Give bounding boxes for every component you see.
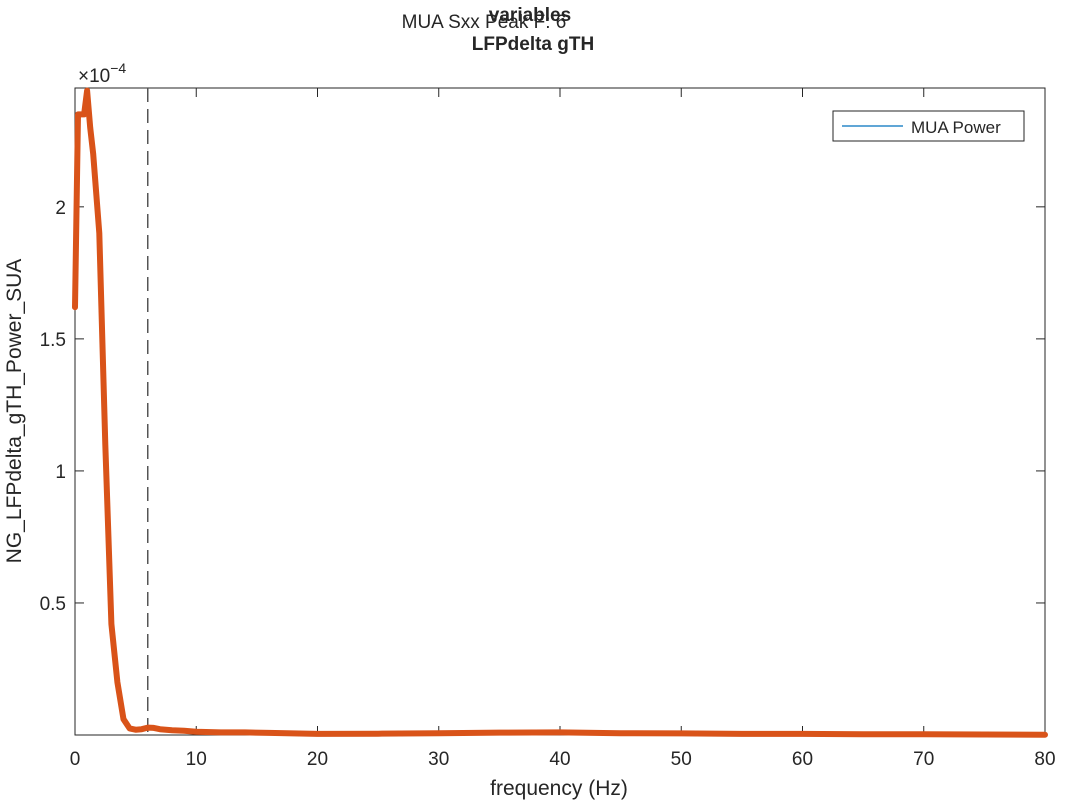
- y-exponent-label: ×10−4: [78, 60, 126, 87]
- x-tick-label-40: 40: [549, 749, 570, 770]
- title-line-3: LFPdelta gTH: [472, 34, 594, 55]
- x-tick-label-10: 10: [186, 749, 207, 770]
- x-tick-label-60: 60: [792, 749, 813, 770]
- x-tick-label-70: 70: [913, 749, 934, 770]
- plot-area: [74, 87, 1046, 736]
- y-exponent-base: ×10: [78, 66, 110, 87]
- x-tick-label-20: 20: [307, 749, 328, 770]
- x-axis-label: frequency (Hz): [490, 777, 628, 800]
- y-tick-label-2: 1.5: [40, 330, 66, 351]
- x-axis-ticks: 0 10 20 30 40 50 60 70 80: [70, 88, 1056, 770]
- title-line-2: variables: [489, 5, 571, 26]
- x-tick-label-30: 30: [428, 749, 449, 770]
- y-axis-ticks: 0.5 1 1.5 2: [40, 198, 1045, 615]
- x-tick-label-50: 50: [671, 749, 692, 770]
- x-tick-label-0: 0: [70, 749, 81, 770]
- y-exponent-power: −4: [110, 60, 126, 76]
- y-tick-label-3: 2: [55, 198, 66, 219]
- y-tick-label-1: 1: [55, 462, 66, 483]
- series-line-0: [72, 87, 1048, 738]
- y-tick-label-0: 0.5: [40, 594, 66, 615]
- series-layer: [72, 87, 1048, 738]
- legend-label-mua-power: MUA Power: [911, 118, 1001, 137]
- title-line-1: MUA Sxx Peak F: 6: [402, 12, 567, 33]
- y-axis-label: NG_LFPdelta_gTH_Power_SUA: [3, 259, 26, 564]
- x-tick-label-80: 80: [1034, 749, 1055, 770]
- legend: MUA Power: [832, 110, 1025, 142]
